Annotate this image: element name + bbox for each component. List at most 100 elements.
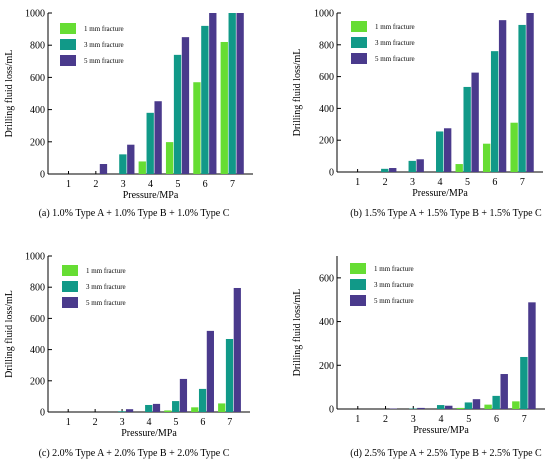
x-tick-label: 1 xyxy=(66,179,71,190)
bar-series-2-p4 xyxy=(436,405,445,409)
bar-series-3-p6 xyxy=(498,20,507,173)
bar-series-2-p7 xyxy=(518,24,526,172)
legend-swatch-3 xyxy=(351,53,367,64)
y-tick-label: 600 xyxy=(30,73,45,84)
bar-series-2-p3 xyxy=(118,411,126,412)
bar-series-3-p7 xyxy=(526,13,534,172)
bar-series-3-p3 xyxy=(125,409,134,412)
bar-series-2-p6 xyxy=(201,25,209,174)
chart-panel-a: 0 200 400 600 800 1000 1 2 3 4 5 6 7 Pressure/MPa Dril… xyxy=(4,9,253,219)
y-tick-label: 200 xyxy=(30,137,45,148)
bar-series-2-p3 xyxy=(119,154,127,174)
y-tick-label: 600 xyxy=(30,314,45,325)
bar-series-2-p6 xyxy=(492,395,500,409)
x-tick-label: 5 xyxy=(466,414,471,425)
y-tick-label: 200 xyxy=(319,361,334,372)
bar-series-1-p4 xyxy=(138,161,146,174)
bar-series-3-p7 xyxy=(236,13,244,174)
bar-series-2-p6 xyxy=(490,51,499,172)
bar-series-2-p4 xyxy=(145,404,153,412)
bar-series-2-p4 xyxy=(436,131,444,172)
chart-panel-b: 0 200 400 600 800 1000 1 2 3 4 5 6 7 Pressure/MPa Dril… xyxy=(292,9,543,219)
legend-swatch-2 xyxy=(62,281,78,292)
x-tick-label: 1 xyxy=(66,417,71,428)
panel-caption: (a) 1.0% Type A + 1.0% Type B + 1.0% Typ… xyxy=(39,208,230,219)
x-tick-label: 3 xyxy=(411,414,416,425)
x-tick-label: 4 xyxy=(438,177,443,188)
x-tick-label: 6 xyxy=(492,177,497,188)
bar-series-2-p5 xyxy=(463,86,471,172)
bar-series-2-p6 xyxy=(198,388,207,412)
x-tick-label: 5 xyxy=(173,417,178,428)
legend-label-3: 5 mm fracture xyxy=(375,55,415,63)
legend-swatch-3 xyxy=(60,55,76,66)
y-tick-label: 400 xyxy=(319,104,334,115)
x-axis-label: Pressure/MPa xyxy=(121,428,177,439)
legend-swatch-1 xyxy=(62,265,78,276)
y-tick-label: 0 xyxy=(40,170,45,181)
x-tick-label: 7 xyxy=(520,177,525,188)
bar-series-2-p5 xyxy=(464,402,473,409)
x-tick-label: 4 xyxy=(148,179,153,190)
panel-caption: (c) 2.0% Type A + 2.0% Type B + 2.0% Typ… xyxy=(39,448,230,459)
bar-series-2-p3 xyxy=(408,160,416,172)
y-tick-label: 800 xyxy=(319,40,334,51)
x-tick-label: 6 xyxy=(200,417,205,428)
bar-series-3-p2 xyxy=(389,168,397,172)
bar-series-1-p7 xyxy=(510,122,518,172)
legend-swatch-3 xyxy=(62,297,78,308)
bar-series-2-p7 xyxy=(228,13,236,174)
bar-series-2-p4 xyxy=(146,112,154,174)
bar-series-3-p6 xyxy=(206,330,214,412)
panel-caption: (d) 2.5% Type A + 2.5% Type B + 2.5% Typ… xyxy=(350,448,542,459)
x-tick-label: 4 xyxy=(147,417,152,428)
chart-panel-d: 0 200 400 600 1 2 3 4 5 6 7 Pressure/MPa Drilling fl… xyxy=(292,256,545,459)
y-tick-label: 200 xyxy=(319,136,334,147)
y-tick-label: 800 xyxy=(30,41,45,52)
bar-series-1-p5 xyxy=(165,142,174,174)
legend-label-2: 3 mm fracture xyxy=(86,283,126,291)
x-tick-label: 5 xyxy=(465,177,470,188)
x-tick-label: 6 xyxy=(494,414,499,425)
bar-series-3-p3 xyxy=(127,144,135,174)
bar-series-2-p7 xyxy=(520,356,528,409)
bar-series-1-p7 xyxy=(220,41,228,175)
bar-series-3-p5 xyxy=(179,378,188,412)
legend-swatch-2 xyxy=(60,39,76,50)
bar-series-1-p6 xyxy=(482,143,491,172)
bar-series-3-p4 xyxy=(445,405,453,409)
x-tick-label: 3 xyxy=(121,179,126,190)
x-tick-label: 4 xyxy=(439,414,444,425)
bar-series-3-p3 xyxy=(416,159,424,172)
y-axis-label: Drilling fluid loss/mL xyxy=(292,49,303,137)
legend-label-2: 3 mm fracture xyxy=(374,281,414,289)
y-tick-label: 600 xyxy=(319,72,334,83)
y-axis-label: Drilling fluid loss/mL xyxy=(4,50,15,138)
legend-swatch-1 xyxy=(350,263,366,274)
bar-series-3-p5 xyxy=(181,37,190,175)
bar-series-3-p5 xyxy=(472,399,481,409)
y-tick-label: 600 xyxy=(319,273,334,284)
y-tick-label: 800 xyxy=(30,283,45,294)
bar-series-2-p5 xyxy=(173,54,182,174)
y-axis-label: Drilling fluid loss/mL xyxy=(4,290,15,378)
bar-series-1-p7 xyxy=(512,401,520,409)
chart-panel-c: 0 200 400 600 800 1000 1 2 3 4 5 6 7 Pressure/MPa Dril… xyxy=(4,252,250,459)
bar-series-2-p2 xyxy=(381,168,389,172)
bar-series-3-p7 xyxy=(233,287,241,412)
legend-label-3: 5 mm fracture xyxy=(84,57,124,65)
x-tick-label: 6 xyxy=(203,179,208,190)
bar-series-3-p4 xyxy=(154,101,162,174)
x-tick-label: 3 xyxy=(120,417,125,428)
legend-label-1: 1 mm fracture xyxy=(374,265,414,273)
x-tick-label: 2 xyxy=(383,177,388,188)
y-tick-label: 1000 xyxy=(25,9,45,20)
x-tick-label: 1 xyxy=(355,414,360,425)
y-tick-label: 0 xyxy=(329,168,334,179)
bar-series-3-p4 xyxy=(152,403,161,412)
x-tick-label: 7 xyxy=(522,414,527,425)
x-tick-label: 3 xyxy=(410,177,415,188)
bar-series-1-p5 xyxy=(456,407,465,409)
bar-series-3-p3 xyxy=(417,407,425,409)
